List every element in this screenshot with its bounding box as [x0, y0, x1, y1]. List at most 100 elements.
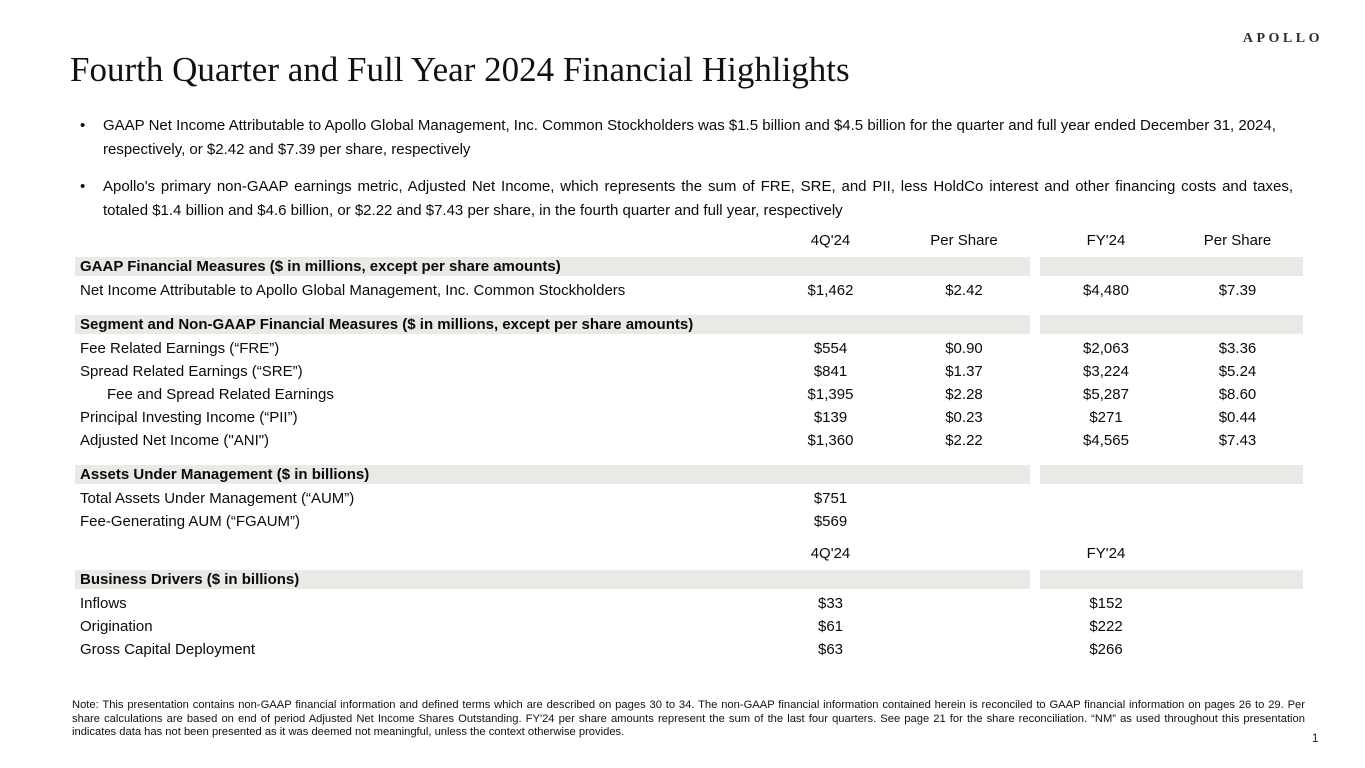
- table-row: Principal Investing Income (“PII”) $139 $0…: [75, 406, 1303, 429]
- value-cell: $4,565: [1083, 432, 1129, 449]
- value-cell: $2.42: [945, 282, 983, 299]
- value-cell: $7.43: [1218, 432, 1257, 449]
- bullet-marker: •: [80, 178, 86, 195]
- value-cell: $271: [1089, 409, 1123, 426]
- row-label: Net Income Attributable to Apollo Global…: [80, 282, 626, 299]
- value-cell: $0.90: [945, 340, 983, 357]
- row-label: Fee and Spread Related Earnings: [107, 386, 334, 403]
- row-label: Fee Related Earnings (“FRE”): [80, 340, 280, 357]
- highlights-bullet-list: • GAAP Net Income Attributable to Apollo…: [78, 114, 1293, 222]
- table-row: Net Income Attributable to Apollo Global…: [75, 279, 1303, 302]
- value-cell: $1,462: [807, 282, 854, 299]
- value-cell: [1040, 487, 1172, 510]
- value-cell: $266: [1089, 641, 1123, 658]
- row-label: Principal Investing Income (“PII”): [80, 409, 298, 426]
- bullet-text-non-gaap: Apollo's primary non-GAAP earnings metri…: [103, 178, 1293, 219]
- table-section-header: GAAP Financial Measures ($ in millions, …: [75, 257, 1303, 276]
- section-header-fill: [1040, 465, 1303, 484]
- table-row: Fee Related Earnings (“FRE”) $554 $0.90 $2,…: [75, 337, 1303, 360]
- table-section-header: Segment and Non-GAAP Financial Measures …: [75, 315, 1303, 334]
- table-section-header: Business Drivers ($ in billions): [75, 570, 1303, 589]
- table-column-headers: 4Q'24 FY'24: [75, 543, 1303, 565]
- value-cell: $569: [813, 513, 848, 530]
- column-header: Per Share: [1203, 232, 1272, 249]
- section-header-fill: [1040, 315, 1303, 334]
- value-cell: $554: [813, 340, 848, 357]
- row-label: Adjusted Net Income ("ANI"): [80, 432, 270, 449]
- section-header-label: Segment and Non-GAAP Financial Measures …: [75, 315, 1030, 334]
- value-cell: $2,063: [1083, 340, 1129, 357]
- column-header: 4Q'24: [810, 232, 851, 249]
- table-row: Origination $61 $222: [75, 615, 1303, 638]
- value-cell: [1172, 615, 1303, 638]
- header-spacer: [75, 543, 763, 565]
- row-label: Origination: [80, 618, 153, 635]
- value-cell: $1,360: [807, 432, 854, 449]
- table-column-headers: 4Q'24 Per Share FY'24 Per Share: [75, 230, 1303, 252]
- column-header: FY'24: [1086, 232, 1126, 249]
- table-row: Inflows $33 $152: [75, 592, 1303, 615]
- value-cell: $2.28: [945, 386, 983, 403]
- value-cell: $3.36: [1218, 340, 1257, 357]
- table-row: Gross Capital Deployment $63 $266: [75, 638, 1303, 661]
- header-spacer: [75, 230, 763, 252]
- page-title: Fourth Quarter and Full Year 2024 Financ…: [70, 50, 850, 89]
- value-cell: $63: [817, 641, 844, 658]
- value-cell: [1040, 510, 1172, 533]
- table-row: Total Assets Under Management (“AUM”) $75…: [75, 487, 1303, 510]
- value-cell: [898, 592, 1030, 615]
- section-header-label: GAAP Financial Measures ($ in millions, …: [75, 257, 1030, 276]
- value-cell: $222: [1089, 618, 1123, 635]
- column-header: 4Q'24: [810, 545, 851, 562]
- value-cell: $8.60: [1218, 386, 1257, 403]
- value-cell: $139: [813, 409, 848, 426]
- table-row: Fee-Generating AUM (“FGAUM”) $569: [75, 510, 1303, 533]
- value-cell: $1,395: [807, 386, 854, 403]
- table-section-header: Assets Under Management ($ in billions): [75, 465, 1303, 484]
- value-cell: [1172, 487, 1303, 510]
- section-header-label: Assets Under Management ($ in billions): [75, 465, 1030, 484]
- footnote: Note: This presentation contains non-GAA…: [72, 699, 1305, 738]
- bullet-marker: •: [80, 117, 86, 134]
- bullet-text-gaap: GAAP Net Income Attributable to Apollo G…: [103, 117, 1276, 158]
- section-header-fill: [1040, 570, 1303, 589]
- value-cell: $4,480: [1083, 282, 1129, 299]
- value-cell: [1172, 592, 1303, 615]
- value-cell: [1172, 510, 1303, 533]
- row-label: Inflows: [80, 595, 127, 612]
- value-cell: $152: [1089, 595, 1123, 612]
- value-cell: $2.22: [945, 432, 983, 449]
- value-cell: $751: [813, 490, 848, 507]
- section-header-label: Business Drivers ($ in billions): [75, 570, 1030, 589]
- table-row: Adjusted Net Income ("ANI") $1,360 $2.22 $4…: [75, 429, 1303, 452]
- value-cell: $3,224: [1083, 363, 1129, 380]
- apollo-logo: APOLLO: [1242, 31, 1323, 46]
- bullet-item: • GAAP Net Income Attributable to Apollo…: [78, 114, 1293, 161]
- value-cell: [898, 510, 1030, 533]
- row-label: Total Assets Under Management (“AUM”): [80, 490, 355, 507]
- bullet-item: • Apollo's primary non-GAAP earnings met…: [78, 175, 1293, 222]
- table-row: Spread Related Earnings (“SRE”) $841 $1.37…: [75, 360, 1303, 383]
- value-cell: $5,287: [1083, 386, 1129, 403]
- page-number: 1: [1312, 733, 1319, 745]
- value-cell: [1172, 638, 1303, 661]
- row-label: Fee-Generating AUM (“FGAUM”): [80, 513, 301, 530]
- value-cell: $33: [817, 595, 844, 612]
- value-cell: [898, 615, 1030, 638]
- financial-highlights-table: 4Q'24 Per Share FY'24 Per Share GAAP Financi…: [75, 230, 1303, 661]
- table-row: Fee and Spread Related Earnings $1,395 $2.…: [75, 383, 1303, 406]
- row-label: Spread Related Earnings (“SRE”): [80, 363, 303, 380]
- value-cell: [898, 487, 1030, 510]
- value-cell: $5.24: [1218, 363, 1257, 380]
- column-header: FY'24: [1086, 545, 1126, 562]
- value-cell: $841: [813, 363, 848, 380]
- value-cell: $0.23: [945, 409, 983, 426]
- column-header: Per Share: [930, 232, 998, 249]
- row-label: Gross Capital Deployment: [80, 641, 256, 658]
- value-cell: [898, 638, 1030, 661]
- value-cell: $61: [817, 618, 844, 635]
- value-cell: $7.39: [1218, 282, 1257, 299]
- value-cell: $0.44: [1218, 409, 1257, 426]
- section-header-fill: [1040, 257, 1303, 276]
- value-cell: $1.37: [945, 363, 983, 380]
